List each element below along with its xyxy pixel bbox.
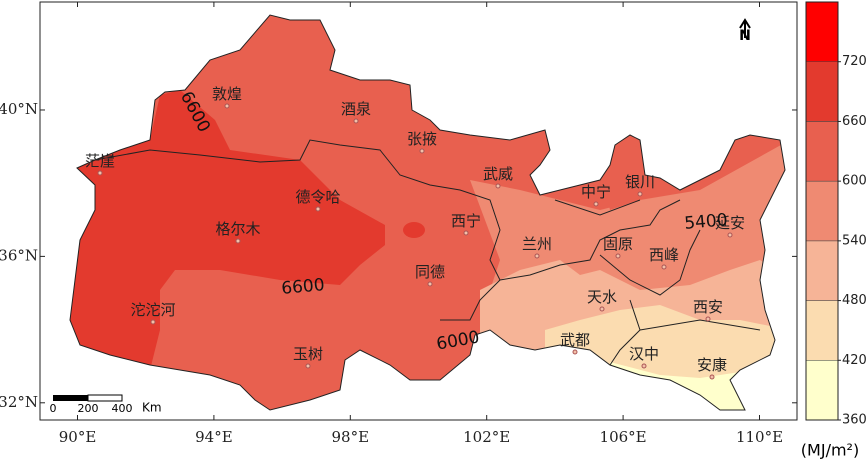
city-label: 安康 bbox=[697, 356, 727, 374]
north-label: N bbox=[739, 28, 751, 44]
city-label: 格尔木 bbox=[215, 220, 260, 238]
scale-label: 0 bbox=[50, 402, 57, 415]
region-outline bbox=[69, 14, 786, 411]
city-dot bbox=[427, 281, 433, 287]
y-tick-label: 36°N bbox=[0, 246, 38, 264]
city-label: 银川 bbox=[625, 173, 655, 191]
city-dot bbox=[150, 319, 156, 325]
city-label: 张掖 bbox=[407, 130, 437, 148]
city-label: 西宁 bbox=[451, 212, 481, 230]
colorbar-unit: (MJ/m²) bbox=[801, 441, 859, 460]
city-label: 武都 bbox=[560, 331, 590, 349]
city-label: 德令哈 bbox=[295, 188, 340, 206]
city-dot bbox=[305, 363, 311, 369]
x-tick-label: 102°E bbox=[463, 428, 510, 446]
city-label: 西峰 bbox=[649, 246, 679, 264]
colorbar-band bbox=[805, 1, 839, 62]
city-label: 汉中 bbox=[629, 345, 659, 363]
city-label: 武威 bbox=[483, 165, 513, 183]
colorbar-band bbox=[805, 61, 839, 122]
city-dot bbox=[599, 306, 605, 312]
city-dot bbox=[353, 118, 359, 124]
x-tick-label: 98°E bbox=[332, 428, 370, 446]
zone-6600-7200 bbox=[403, 222, 425, 238]
colorbar-frame bbox=[805, 1, 839, 421]
city-dot bbox=[593, 201, 599, 207]
city-dot bbox=[641, 363, 647, 369]
city-dot bbox=[661, 264, 667, 270]
city-label: 固原 bbox=[603, 235, 633, 253]
y-tick-label: 32°N bbox=[0, 393, 38, 411]
city-dot bbox=[97, 170, 103, 176]
city-label: 天水 bbox=[587, 288, 617, 306]
city-label: 延安 bbox=[715, 214, 745, 232]
province-border bbox=[499, 199, 761, 366]
colorbar-band bbox=[805, 240, 839, 301]
city-dot bbox=[534, 253, 540, 259]
city-dot bbox=[315, 206, 321, 212]
city-dot bbox=[705, 316, 711, 322]
city-label: 兰州 bbox=[522, 235, 552, 253]
city-dot bbox=[615, 253, 621, 259]
city-dot bbox=[572, 349, 578, 355]
colorbar-tick-label: 4800 bbox=[842, 293, 866, 308]
north-arrow bbox=[739, 18, 751, 38]
x-tick-label: 106°E bbox=[600, 428, 647, 446]
x-tick-label: 90°E bbox=[59, 428, 97, 446]
city-dot bbox=[235, 238, 241, 244]
colorbar-tick-label: 6600 bbox=[842, 114, 866, 129]
city-label: 茫崖 bbox=[85, 152, 115, 170]
city-label: 同德 bbox=[415, 263, 445, 281]
colorbar-tick-label: 6000 bbox=[842, 174, 866, 189]
city-label: 中宁 bbox=[581, 183, 611, 201]
colorbar-tick-label: 5400 bbox=[842, 233, 866, 248]
x-tick-label: 94°E bbox=[195, 428, 233, 446]
colorbar-tick-label: 7200 bbox=[842, 54, 866, 69]
city-dot bbox=[709, 374, 715, 380]
y-tick-label: 40°N bbox=[0, 100, 38, 118]
city-dot bbox=[463, 230, 469, 236]
x-tick-label: 110°E bbox=[736, 428, 783, 446]
colorbar-band bbox=[805, 121, 839, 182]
city-dot bbox=[224, 103, 230, 109]
scale-unit: Km bbox=[142, 401, 162, 415]
city-dot bbox=[495, 183, 501, 189]
city-dot bbox=[419, 148, 425, 154]
city-label: 沱沱河 bbox=[130, 301, 175, 319]
scale-bar bbox=[53, 395, 88, 401]
city-label: 酒泉 bbox=[341, 100, 371, 118]
scale-label: 200 bbox=[78, 402, 99, 415]
colorbar-tick-label: 3600 bbox=[842, 413, 866, 428]
scale-bar bbox=[87, 394, 123, 402]
scale-label: 400 bbox=[112, 402, 133, 415]
contour-label: 6600 bbox=[281, 275, 326, 299]
colorbar-band bbox=[805, 300, 839, 361]
city-label: 敦煌 bbox=[212, 85, 242, 103]
colorbar-tick-label: 4200 bbox=[842, 353, 866, 368]
contour-label: 5400 bbox=[684, 210, 729, 234]
city-dot bbox=[637, 191, 643, 197]
city-label: 西安 bbox=[693, 298, 723, 316]
zone-6600-7200 bbox=[70, 90, 385, 370]
city-label: 玉树 bbox=[293, 345, 323, 363]
province-border bbox=[94, 139, 501, 321]
colorbar-band bbox=[805, 180, 839, 242]
city-dot bbox=[727, 232, 733, 238]
colorbar-band bbox=[805, 360, 839, 421]
